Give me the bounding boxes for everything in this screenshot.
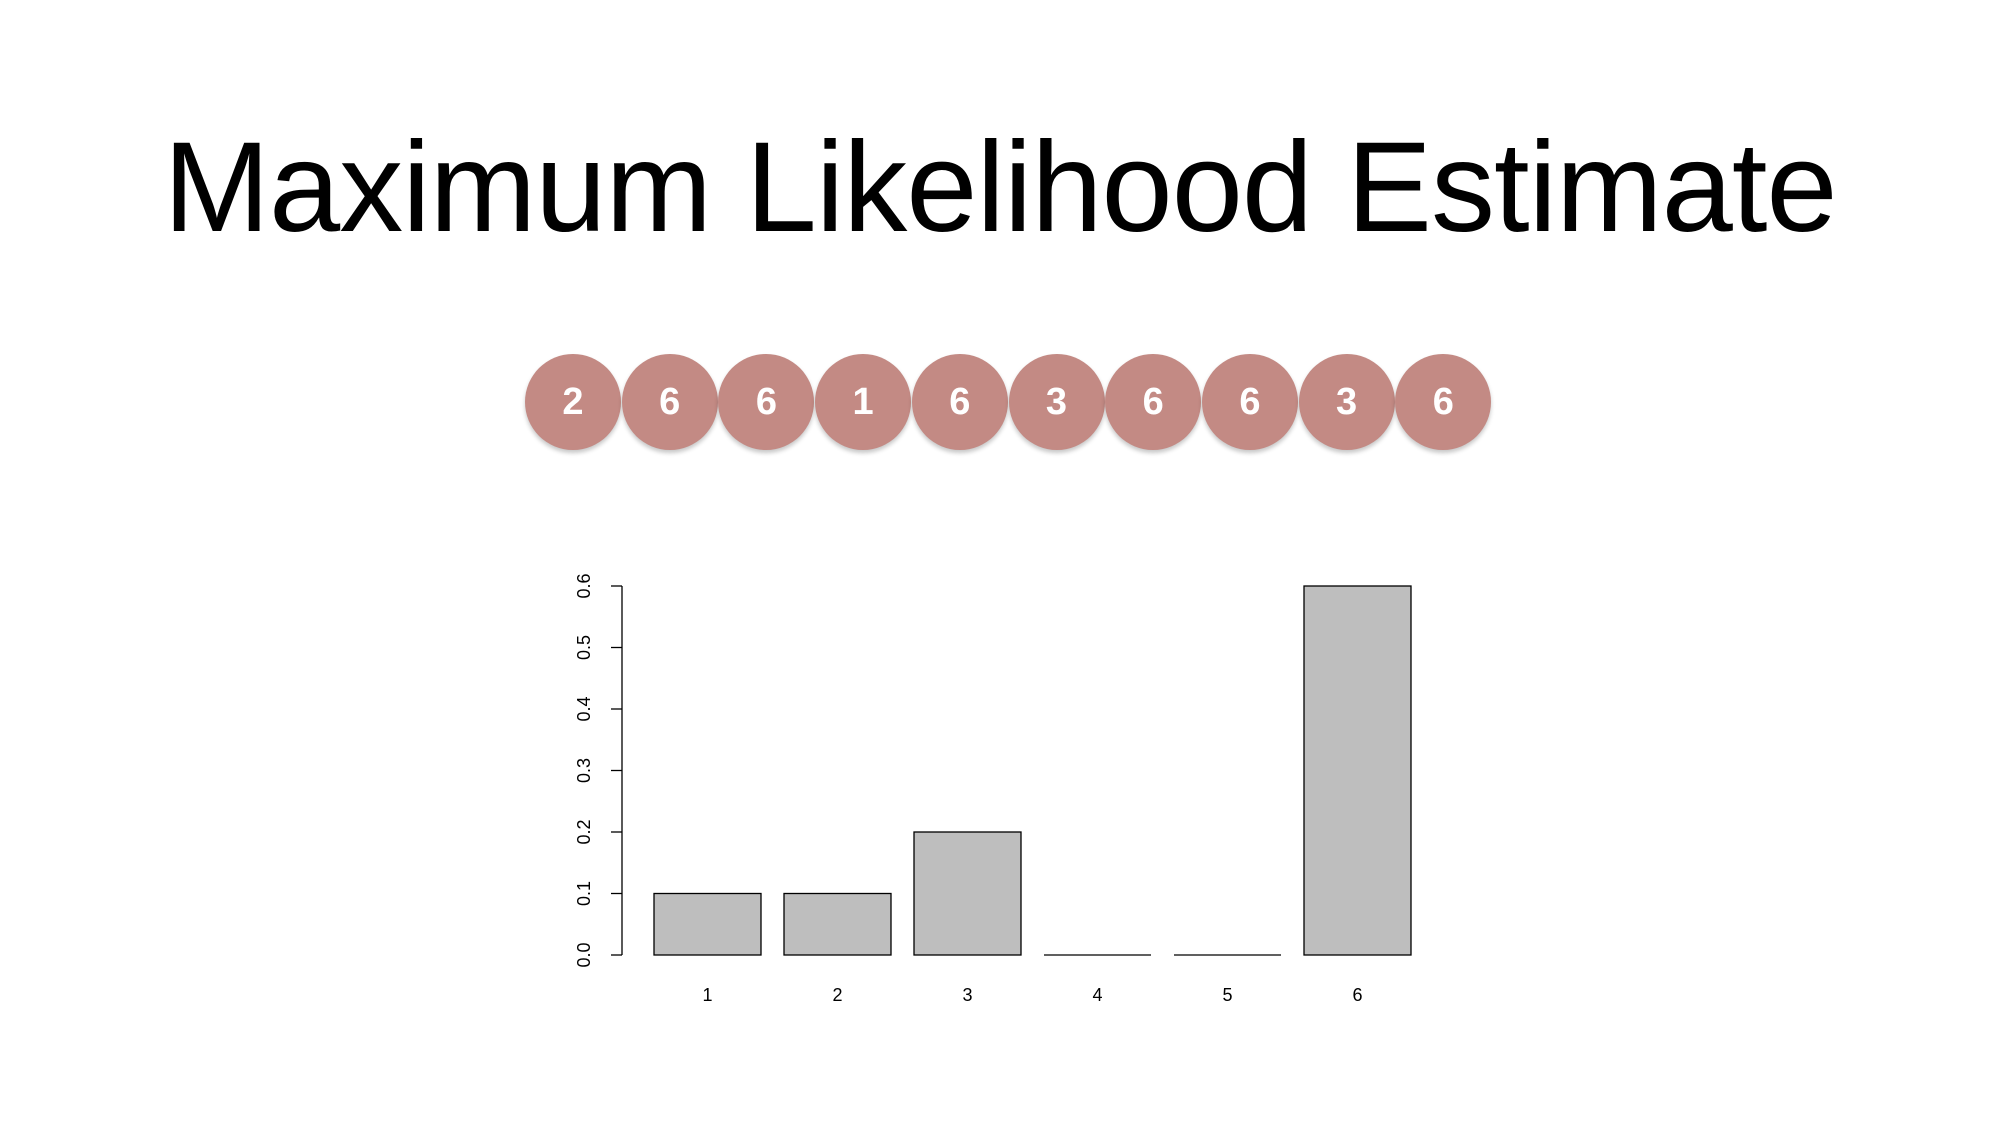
x-tick-label: 2 [832,985,842,1005]
y-tick-label: 0.2 [574,819,594,844]
bar-2 [783,892,892,956]
roll-circle: 2 [525,354,621,450]
y-tick-label: 0.0 [574,942,594,967]
y-tick-label: 0.5 [574,635,594,660]
x-tick-label: 6 [1352,985,1362,1005]
roll-circle: 3 [1298,354,1395,450]
bar-3 [913,831,1022,956]
y-tick-label: 0.3 [574,758,594,783]
roll-circle: 6 [1395,354,1492,450]
roll-circle: 6 [911,354,1008,450]
roll-circle: 1 [815,354,912,450]
roll-circle: 6 [621,354,718,450]
y-tick-label: 0.4 [574,696,594,721]
x-tick-label: 5 [1222,985,1232,1005]
y-tick-label: 0.6 [574,573,594,598]
bar-1 [653,892,762,956]
slide-title: Maximum Likelihood Estimate [163,116,1837,259]
x-tick-label: 1 [702,985,712,1005]
y-tick-label: 0.1 [574,881,594,906]
bar-6 [1303,585,1412,956]
roll-circle: 6 [1201,354,1298,450]
x-tick-label: 4 [1092,985,1102,1005]
roll-circle: 3 [1008,354,1105,450]
roll-circle: 6 [718,354,815,450]
x-tick-label: 3 [962,985,972,1005]
roll-circle: 6 [1105,354,1202,450]
